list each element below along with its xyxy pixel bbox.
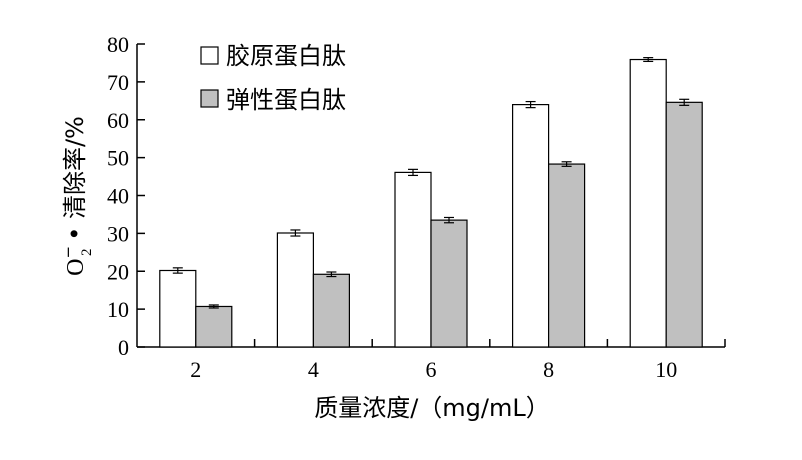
y-axis-title-main: O (63, 259, 89, 276)
y-tick-label: 0 (118, 335, 129, 360)
y-axis-title-sub: 2 (79, 248, 95, 256)
y-axis: 0 10 20 30 40 50 60 70 80 (107, 32, 145, 360)
bar (394, 171, 432, 348)
legend-swatch-elastin (200, 89, 219, 108)
bars (159, 57, 703, 348)
x-tick-label: 2 (190, 357, 201, 382)
y-tick-label: 30 (107, 221, 129, 246)
bar (547, 163, 586, 348)
y-tick-label: 60 (107, 108, 129, 133)
legend: 胶原蛋白肽 弹性蛋白肽 (200, 42, 346, 114)
x-axis-title: 质量浓度/（mg/mL） (314, 394, 550, 422)
legend-swatch-collagen (200, 46, 219, 65)
x-tick-label: 10 (655, 357, 677, 382)
x-tick-label: 4 (308, 357, 319, 382)
x-axis: 2 4 6 8 10 (137, 339, 726, 382)
y-tick-label: 20 (107, 259, 129, 284)
y-tick-label: 50 (107, 146, 129, 171)
bar (665, 101, 703, 348)
y-axis-title-sup: − (59, 246, 77, 259)
y-tick-label: 40 (107, 184, 129, 209)
y-tick-label: 80 (107, 32, 129, 57)
bar (430, 219, 468, 348)
x-tick-label: 6 (426, 357, 437, 382)
y-tick-label: 10 (107, 297, 129, 322)
x-tick-label: 8 (543, 357, 554, 382)
legend-label-collagen: 胶原蛋白肽 (226, 42, 346, 70)
legend-label-elastin: 弹性蛋白肽 (226, 86, 346, 114)
bar (312, 273, 350, 348)
y-axis-title: O− 2 • 清除率/% (59, 116, 95, 276)
bar (511, 103, 550, 348)
bar (629, 58, 667, 348)
bar (195, 305, 233, 348)
bar (276, 232, 314, 348)
bar (159, 269, 197, 348)
y-tick-label: 70 (107, 70, 129, 95)
y-axis-title-rest: • 清除率/% (61, 116, 89, 248)
